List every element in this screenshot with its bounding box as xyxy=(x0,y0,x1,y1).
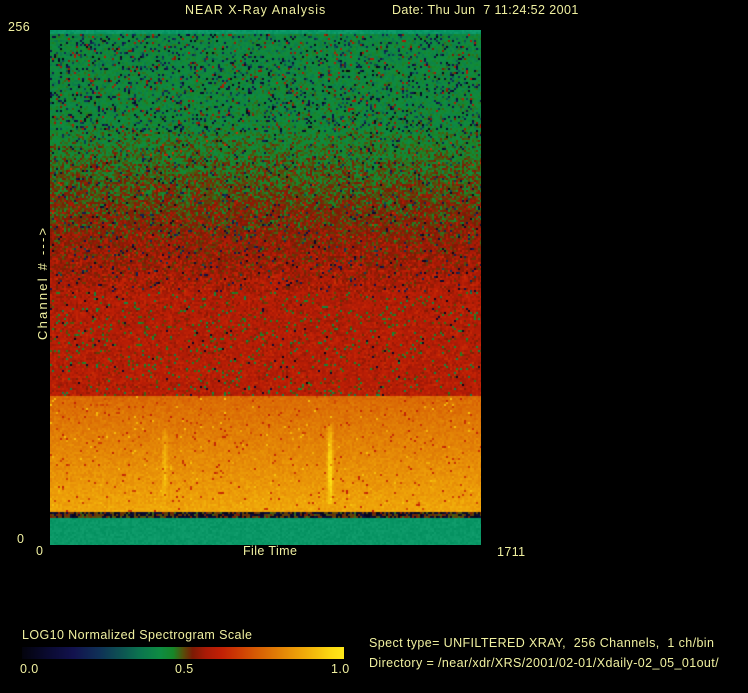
y-axis-min-label: 0 xyxy=(17,533,24,547)
colorbar-tick-min: 0.0 xyxy=(20,663,39,677)
near-xray-analysis-window: NEAR X-Ray Analysis Date: Thu Jun 7 11:2… xyxy=(0,0,748,693)
spect-type-info: Spect type= UNFILTERED XRAY, 256 Channel… xyxy=(369,637,714,651)
x-axis-min-label: 0 xyxy=(36,545,43,559)
x-axis-title: File Time xyxy=(243,545,297,559)
spectrogram-image xyxy=(50,30,481,545)
page-title: NEAR X-Ray Analysis xyxy=(185,4,326,18)
colorbar-title: LOG10 Normalized Spectrogram Scale xyxy=(22,629,252,643)
colorbar-tick-max: 1.0 xyxy=(331,663,350,677)
colorbar-gradient xyxy=(22,647,344,659)
y-axis-max-label: 256 xyxy=(8,21,30,35)
date-label: Date: Thu Jun 7 11:24:52 2001 xyxy=(392,4,579,18)
y-axis-title: Channel # ---> xyxy=(36,226,50,340)
directory-info: Directory = /near/xdr/XRS/2001/02-01/Xda… xyxy=(369,657,719,671)
x-axis-max-label: 1711 xyxy=(497,546,525,560)
colorbar-tick-mid: 0.5 xyxy=(175,663,194,677)
